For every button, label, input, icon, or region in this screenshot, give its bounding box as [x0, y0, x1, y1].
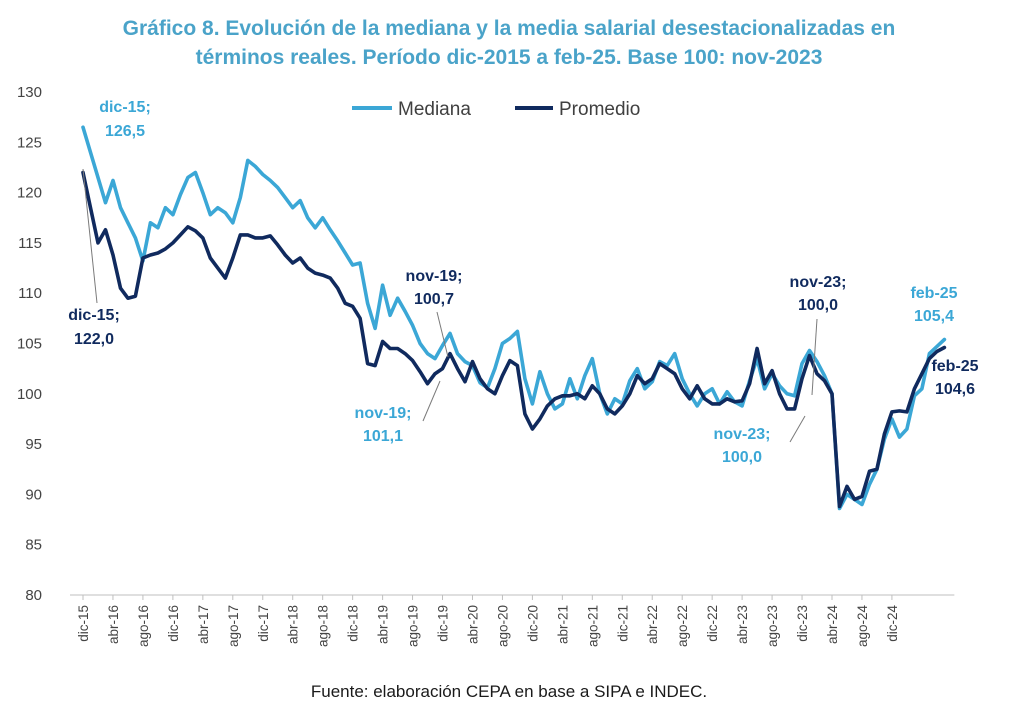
- x-tick-label: abr-16: [106, 605, 121, 644]
- y-axis: 80 85 90 95 100 105 110 115 120 125 130: [17, 84, 42, 604]
- x-tick-label: abr-20: [465, 605, 480, 644]
- x-tick-label: ago-18: [316, 605, 331, 647]
- annotation-value: 122,0: [74, 331, 114, 348]
- chart-title-line-1: Gráfico 8. Evolución de la mediana y la …: [122, 17, 896, 40]
- x-tick-label: ago-17: [226, 605, 241, 647]
- y-tick-label: 95: [25, 436, 42, 453]
- annotation-leader: [422, 380, 441, 422]
- annotation-value: 126,5: [105, 123, 145, 140]
- annotation-label: feb-25: [910, 285, 957, 302]
- y-tick-label: 90: [25, 486, 42, 503]
- x-tick-label: dic-22: [705, 605, 720, 642]
- annotation-leader: [436, 311, 449, 358]
- y-tick-label: 100: [17, 386, 42, 403]
- annotation-label: nov-19;: [406, 268, 463, 285]
- x-tick-label: abr-18: [286, 605, 301, 644]
- annotation-value: 100,0: [722, 449, 762, 466]
- annotation-leader: [811, 318, 818, 396]
- x-axis: dic-15 abr-16 ago-16 dic-16 abr-17 ago-17 dic-…: [70, 594, 955, 648]
- annotations: dic-15; 126,5 dic-15; 122,0 nov-19; 100,7 nov-…: [68, 99, 978, 466]
- series-lines: [81, 125, 947, 511]
- x-tick-label: abr-19: [376, 605, 391, 644]
- y-tick-label: 80: [25, 587, 42, 604]
- series-line-mediana: [81, 125, 947, 511]
- x-tick-label: ago-24: [855, 605, 870, 648]
- annotation-leader: [82, 168, 98, 304]
- x-tick-label: dic-17: [256, 605, 271, 642]
- annotation-label: nov-19;: [355, 405, 412, 422]
- source-note: Fuente: elaboración CEPA en base a SIPA …: [310, 682, 708, 701]
- y-tick-label: 130: [17, 84, 42, 101]
- annotation-value: 105,4: [914, 308, 954, 325]
- x-tick-label: ago-23: [765, 605, 780, 647]
- x-tick-label: dic-18: [346, 605, 361, 642]
- x-tick-label: ago-21: [585, 605, 600, 647]
- x-tick-label: dic-16: [166, 605, 181, 642]
- legend-label-promedio: Promedio: [559, 99, 640, 120]
- annotation-label: dic-15;: [68, 307, 120, 324]
- annotation-value: 100,7: [414, 291, 454, 308]
- series-line-promedio: [81, 170, 947, 509]
- y-tick-label: 105: [17, 336, 42, 353]
- x-tick-label: abr-22: [645, 605, 660, 644]
- y-tick-label: 125: [17, 134, 42, 151]
- legend: Mediana Promedio: [352, 99, 640, 120]
- annotation-value: 101,1: [363, 428, 403, 445]
- y-tick-label: 85: [25, 537, 42, 554]
- legend-label-mediana: Mediana: [398, 99, 471, 120]
- annotation-label: dic-15;: [99, 99, 151, 116]
- x-tick-label: dic-20: [525, 605, 540, 642]
- annotation-value: 104,6: [935, 381, 975, 398]
- x-tick-label: dic-21: [615, 605, 630, 642]
- chart-title-line-2: términos reales. Período dic-2015 a feb-…: [195, 46, 823, 69]
- annotation-label: feb-25: [931, 358, 978, 375]
- annotation-label: nov-23;: [790, 274, 847, 291]
- x-tick-label: ago-19: [406, 605, 421, 647]
- y-tick-label: 120: [17, 185, 42, 202]
- x-tick-label: ago-22: [675, 605, 690, 647]
- x-tick-label: dic-19: [436, 605, 451, 642]
- x-tick-label: abr-17: [196, 605, 211, 644]
- y-tick-label: 110: [18, 285, 42, 302]
- x-tick-label: abr-21: [555, 605, 570, 644]
- annotation-label: nov-23;: [714, 426, 771, 443]
- x-tick-label: dic-15: [76, 605, 91, 642]
- x-tick-label: ago-20: [495, 605, 510, 647]
- annotation-leader: [789, 415, 806, 443]
- y-tick-label: 115: [18, 235, 42, 252]
- x-tick-label: abr-23: [735, 605, 750, 644]
- chart-title: Gráfico 8. Evolución de la mediana y la …: [0, 14, 1018, 72]
- x-tick-label: dic-23: [795, 605, 810, 642]
- x-tick-label: abr-24: [825, 605, 840, 645]
- x-tick-label: ago-16: [136, 605, 151, 647]
- x-tick-label: dic-24: [885, 605, 900, 642]
- annotation-value: 100,0: [798, 297, 838, 314]
